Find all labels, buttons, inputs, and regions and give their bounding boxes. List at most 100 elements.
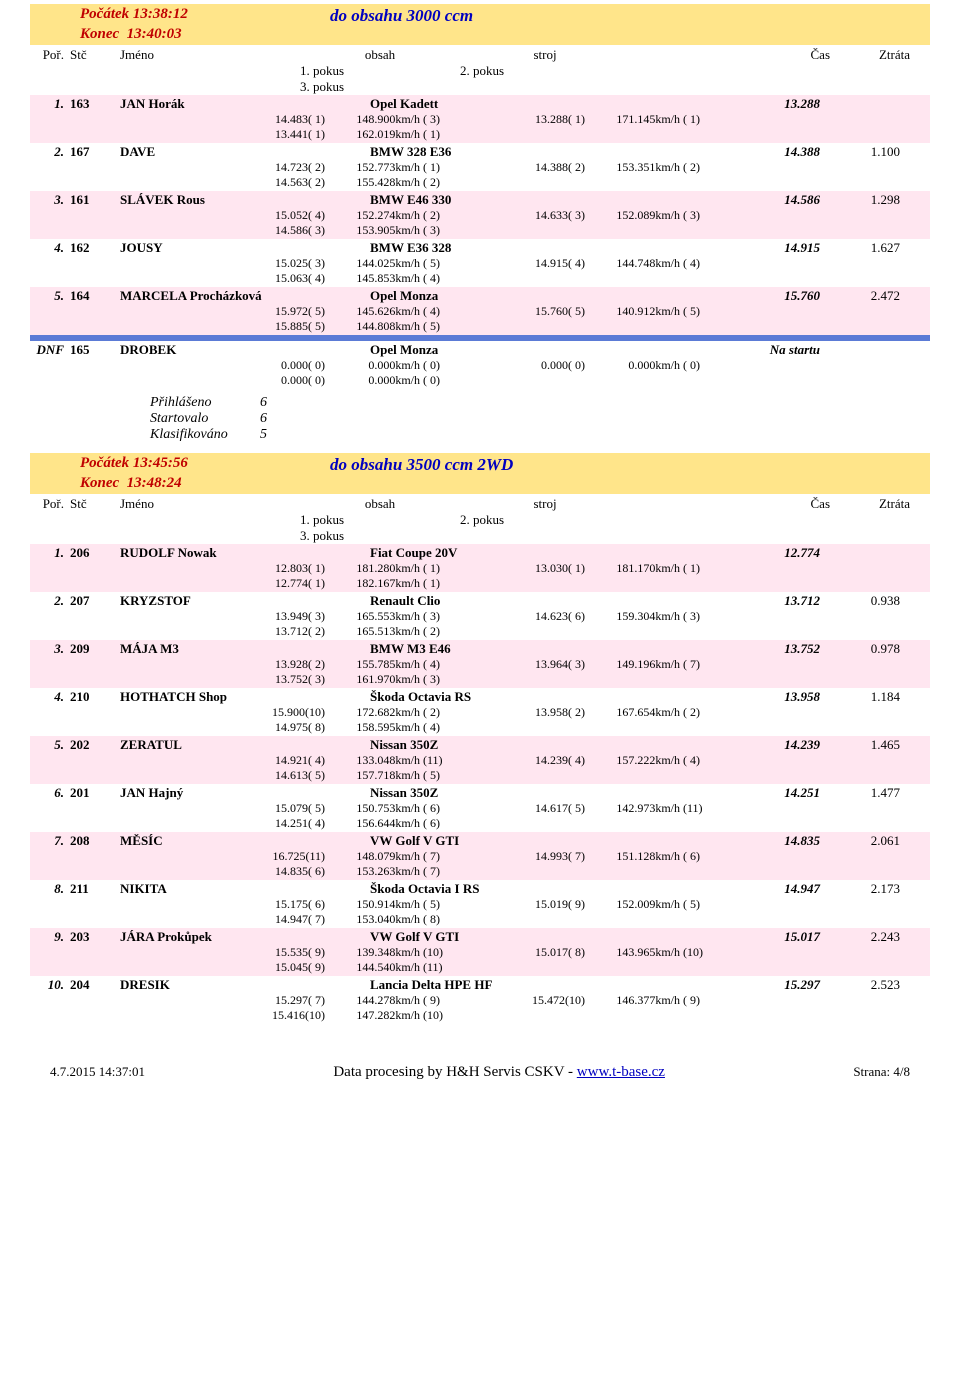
page-footer: 4.7.2015 14:37:01 Data procesing by H&H … bbox=[30, 1064, 930, 1081]
driver-name: RUDOLF Nowak bbox=[120, 545, 370, 561]
start-number: 209 bbox=[70, 641, 120, 657]
car-name: Renault Clio bbox=[370, 593, 620, 609]
best-time: 14.586 bbox=[620, 192, 820, 208]
attempt-line: 12.774( 1)182.167km/h ( 1) bbox=[255, 576, 930, 591]
position: 2. bbox=[30, 593, 70, 609]
start-time: 13:38:12 bbox=[133, 6, 188, 22]
best-time: 14.388 bbox=[620, 144, 820, 160]
attempt-line: 13.928( 2)155.785km/h ( 4) 13.964( 3)149… bbox=[255, 657, 930, 672]
attempt-line: 14.921( 4)133.048km/h (11) 14.239( 4)157… bbox=[255, 753, 930, 768]
attempt-line: 15.885( 5)144.808km/h ( 5) bbox=[255, 319, 930, 334]
footer-link[interactable]: www.t-base.cz bbox=[577, 1064, 665, 1080]
attempt-line: 14.613( 5)157.718km/h ( 5) bbox=[255, 768, 930, 783]
attempt-line: 0.000( 0)0.000km/h ( 0) bbox=[255, 373, 930, 388]
time-loss: 1.477 bbox=[820, 785, 900, 801]
driver-name: SLÁVEK Rous bbox=[120, 192, 370, 208]
car-name: Opel Monza bbox=[370, 288, 620, 304]
time-loss: 2.243 bbox=[820, 929, 900, 945]
car-name: BMW 328 E36 bbox=[370, 144, 620, 160]
position: 9. bbox=[30, 929, 70, 945]
position: 4. bbox=[30, 689, 70, 705]
driver-name: NIKITA bbox=[120, 881, 370, 897]
start-number: 204 bbox=[70, 977, 120, 993]
car-name: Nissan 350Z bbox=[370, 737, 620, 753]
attempt-line: 14.947( 7)153.040km/h ( 8) bbox=[255, 912, 930, 927]
attempt-line: 14.723( 2)152.773km/h ( 1) 14.388( 2)153… bbox=[255, 160, 930, 175]
result-row: 8. 211 NIKITA Škoda Octavia I RS 14.947 … bbox=[30, 880, 930, 928]
time-loss: 2.061 bbox=[820, 833, 900, 849]
driver-name: JÁRA Prokůpek bbox=[120, 929, 370, 945]
position: 8. bbox=[30, 881, 70, 897]
end-label: Konec bbox=[80, 26, 119, 42]
best-time: 15.017 bbox=[620, 929, 820, 945]
time-loss: 1.184 bbox=[820, 689, 900, 705]
end-time: 13:40:03 bbox=[127, 26, 182, 42]
position: 7. bbox=[30, 833, 70, 849]
attempt-line: 13.712( 2)165.513km/h ( 2) bbox=[255, 624, 930, 639]
car-name: VW Golf V GTI bbox=[370, 929, 620, 945]
driver-name: DAVE bbox=[120, 144, 370, 160]
summary-row: Klasifikováno5 bbox=[150, 427, 930, 443]
attempt-line: 15.297( 7)144.278km/h ( 9) 15.472(10)146… bbox=[255, 993, 930, 1008]
result-row: 3. 161 SLÁVEK Rous BMW E46 330 14.586 1.… bbox=[30, 191, 930, 239]
best-time: 13.752 bbox=[620, 641, 820, 657]
position: 6. bbox=[30, 785, 70, 801]
car-name: Opel Kadett bbox=[370, 96, 620, 112]
start-number: 211 bbox=[70, 881, 120, 897]
attempt-line: 0.000( 0)0.000km/h ( 0) 0.000( 0)0.000km… bbox=[255, 358, 930, 373]
attempt-line: 13.949( 3)165.553km/h ( 3) 14.623( 6)159… bbox=[255, 609, 930, 624]
car-name: BMW E36 328 bbox=[370, 240, 620, 256]
summary-row: Přihlášeno6 bbox=[150, 395, 930, 411]
start-number: 201 bbox=[70, 785, 120, 801]
start-number: 161 bbox=[70, 192, 120, 208]
result-row: 4. 162 JOUSY BMW E36 328 14.915 1.627 15… bbox=[30, 239, 930, 287]
time-loss bbox=[820, 545, 900, 561]
time-loss: 2.523 bbox=[820, 977, 900, 993]
car-name: Fiat Coupe 20V bbox=[370, 545, 620, 561]
car-name: Lancia Delta HPE HF bbox=[370, 977, 620, 993]
car-name: BMW E46 330 bbox=[370, 192, 620, 208]
attempt-line: 14.251( 4)156.644km/h ( 6) bbox=[255, 816, 930, 831]
attempt-line: 14.835( 6)153.263km/h ( 7) bbox=[255, 864, 930, 879]
driver-name: DRESIK bbox=[120, 977, 370, 993]
attempt-line: 14.483( 1)148.900km/h ( 3) 13.288( 1)171… bbox=[255, 112, 930, 127]
best-time: 13.288 bbox=[620, 96, 820, 112]
best-time: 13.712 bbox=[620, 593, 820, 609]
result-row: 4. 210 HOTHATCH Shop Škoda Octavia RS 13… bbox=[30, 688, 930, 736]
position: 1. bbox=[30, 96, 70, 112]
summary-row: Startovalo6 bbox=[150, 411, 930, 427]
position: 10. bbox=[30, 977, 70, 993]
driver-name: JAN Hajný bbox=[120, 785, 370, 801]
position: 3. bbox=[30, 192, 70, 208]
start-number: 167 bbox=[70, 144, 120, 160]
start-number: 203 bbox=[70, 929, 120, 945]
start-number: 208 bbox=[70, 833, 120, 849]
car-name: Škoda Octavia RS bbox=[370, 689, 620, 705]
time-loss: 1.627 bbox=[820, 240, 900, 256]
result-row: 5. 164 MARCELA Procházková Opel Monza 15… bbox=[30, 287, 930, 335]
summary-block: Přihlášeno6Startovalo6Klasifikováno5 bbox=[30, 389, 930, 449]
attempt-line: 13.441( 1)162.019km/h ( 1) bbox=[255, 127, 930, 142]
start-label: Počátek bbox=[80, 6, 129, 22]
start-number: 202 bbox=[70, 737, 120, 753]
time-loss: 2.173 bbox=[820, 881, 900, 897]
attempt-line: 15.063( 4)145.853km/h ( 4) bbox=[255, 271, 930, 286]
best-time: 14.915 bbox=[620, 240, 820, 256]
position: 3. bbox=[30, 641, 70, 657]
driver-name: MARCELA Procházková bbox=[120, 288, 370, 304]
position: 5. bbox=[30, 737, 70, 753]
time-loss: 1.465 bbox=[820, 737, 900, 753]
attempt-line: 15.045( 9)144.540km/h (11) bbox=[255, 960, 930, 975]
dnf-row: DNF 165 DROBEK Opel Monza Na startu 0.00… bbox=[30, 341, 930, 389]
car-name: Nissan 350Z bbox=[370, 785, 620, 801]
time-loss bbox=[820, 96, 900, 112]
result-row: 2. 207 KRYZSTOF Renault Clio 13.712 0.93… bbox=[30, 592, 930, 640]
attempt-line: 15.175( 6)150.914km/h ( 5) 15.019( 9)152… bbox=[255, 897, 930, 912]
time-loss: 0.938 bbox=[820, 593, 900, 609]
result-row: 6. 201 JAN Hajný Nissan 350Z 14.251 1.47… bbox=[30, 784, 930, 832]
start-number: 210 bbox=[70, 689, 120, 705]
car-name: BMW M3 E46 bbox=[370, 641, 620, 657]
result-row: 10. 204 DRESIK Lancia Delta HPE HF 15.29… bbox=[30, 976, 930, 1024]
car-name: VW Golf V GTI bbox=[370, 833, 620, 849]
driver-name: JAN Horák bbox=[120, 96, 370, 112]
